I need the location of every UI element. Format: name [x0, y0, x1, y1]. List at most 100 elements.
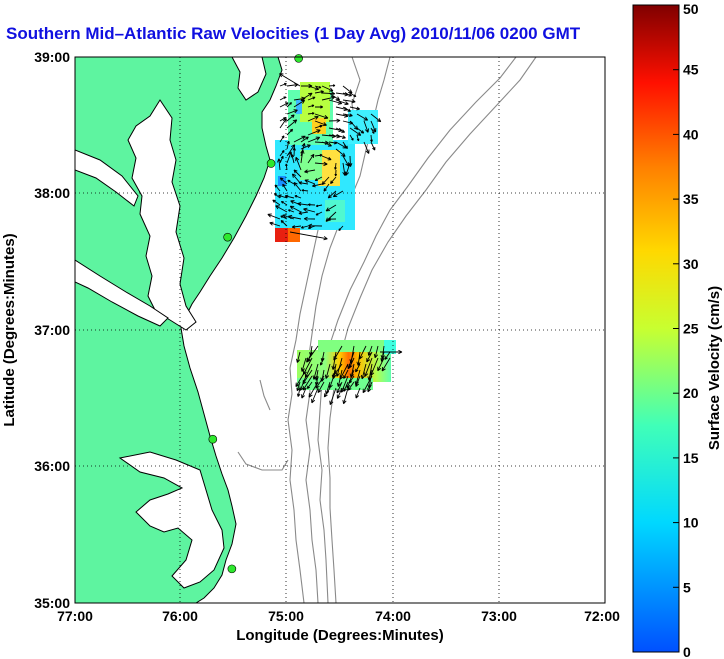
- velocity-arrow: [344, 162, 351, 176]
- velocity-arrow: [306, 381, 313, 389]
- velocity-arrow: [346, 369, 355, 389]
- delaware-bay: [231, 57, 267, 101]
- velocity-arrow: [287, 209, 295, 213]
- velocity-arrow: [300, 136, 309, 143]
- velocity-arrow: [286, 119, 298, 129]
- colorbar-tick-label: 35: [683, 191, 699, 207]
- velocity-arrow: [312, 183, 323, 188]
- velocity-arrow: [381, 357, 391, 372]
- velocity-arrow: [289, 205, 302, 213]
- velocity-arrow: [286, 102, 292, 108]
- velocity-arrow: [308, 223, 323, 228]
- velocity-arrow: [335, 99, 349, 106]
- velocity-arrow: [339, 363, 349, 380]
- velocity-vectors: [267, 73, 403, 405]
- velocity-arrow: [307, 104, 315, 108]
- velocity-arrow: [363, 120, 369, 133]
- velocity-arrow: [380, 349, 403, 355]
- velocity-arrow: [277, 158, 282, 171]
- velocity-arrow: [314, 105, 324, 109]
- colorbar-tick-label: 40: [683, 126, 699, 142]
- velocity-arrow: [296, 381, 301, 392]
- velocity-arrow: [367, 381, 373, 393]
- velocity-arrow: [343, 381, 349, 392]
- colorbar-tick-label: 15: [683, 450, 699, 466]
- velocity-arrow: [327, 190, 337, 199]
- potomac-river: [75, 149, 139, 207]
- velocity-arrow: [328, 92, 341, 101]
- velocity-arrow: [370, 357, 379, 376]
- velocity-arrow: [287, 179, 295, 185]
- velocity-arrow: [300, 142, 306, 157]
- velocity-arrow: [295, 156, 302, 171]
- velocity-arrow: [328, 369, 337, 389]
- velocity-arrow: [274, 184, 281, 192]
- velocity-arrow: [289, 231, 328, 241]
- velocity-arrow: [343, 369, 349, 379]
- velocity-arrow: [293, 182, 302, 192]
- velocity-arrow: [325, 204, 337, 212]
- velocity-arrow: [342, 92, 352, 97]
- velocity-arrow: [293, 135, 306, 143]
- velocity-arrow: [370, 134, 373, 143]
- velocity-arrow: [275, 205, 288, 213]
- velocity-arrow: [279, 82, 287, 87]
- velocity-arrow: [336, 381, 343, 394]
- velocity-arrow: [307, 153, 315, 164]
- velocity-arrow: [370, 127, 375, 134]
- velocity-arrow: [306, 345, 319, 363]
- colorbar-tick-label: 30: [683, 256, 699, 272]
- velocity-arrow: [330, 176, 337, 184]
- velocity-arrow: [355, 363, 361, 373]
- velocity-arrow: [332, 190, 344, 198]
- velocity-arrow: [342, 85, 353, 94]
- y-tick-label: 38:00: [34, 185, 70, 201]
- velocity-arrow: [356, 113, 369, 121]
- colorbar-tick-label: 0: [683, 644, 691, 659]
- colorbar: [632, 4, 680, 653]
- velocity-arrow: [367, 345, 373, 356]
- colorbar-tick-label: 25: [683, 321, 699, 337]
- velocity-arrow: [349, 92, 357, 98]
- velocity-arrow: [359, 345, 367, 360]
- velocity-arrow: [333, 345, 343, 361]
- velocity-arrow: [280, 215, 288, 220]
- velocity-arrow: [302, 357, 313, 375]
- velocity-arrow: [325, 211, 337, 222]
- radar-station-marker: [266, 159, 276, 168]
- velocity-arrow: [321, 85, 334, 92]
- velocity-arrow: [355, 387, 361, 399]
- velocity-arrow: [292, 147, 296, 157]
- velocity-arrow: [355, 375, 361, 387]
- velocity-arrow: [331, 351, 337, 370]
- colorbar-tick-label: 20: [683, 385, 699, 401]
- velocity-arrow: [342, 113, 353, 118]
- velocity-arrow: [342, 106, 351, 112]
- velocity-arrow: [335, 127, 346, 133]
- velocity-arrow: [300, 92, 313, 101]
- velocity-arrow: [273, 193, 281, 199]
- x-tick-label: 73:00: [481, 608, 517, 624]
- velocity-arrow: [286, 140, 290, 150]
- velocity-arrow: [319, 357, 325, 366]
- velocity-arrow: [307, 96, 316, 101]
- velocity-arrow: [314, 85, 322, 89]
- colorbar-tick-label: 45: [683, 62, 699, 78]
- colorbar-ticks: 0 5 10 15 20 25 30 35 40 45 50: [673, 1, 699, 659]
- velocity-arrow: [321, 141, 332, 147]
- velocity-arrow: [370, 141, 376, 151]
- velocity-arrow: [323, 183, 330, 192]
- x-tick-label: 77:00: [57, 608, 93, 624]
- velocity-arrow: [321, 176, 330, 186]
- velocity-arrow: [332, 363, 343, 378]
- velocity-arrow: [314, 113, 329, 120]
- velocity-arrow: [279, 135, 285, 143]
- velocity-arrow: [373, 345, 379, 359]
- velocity-arrow: [282, 214, 295, 220]
- velocity-arrow: [307, 112, 315, 115]
- velocity-arrow: [279, 177, 288, 185]
- velocity-arrow: [294, 195, 302, 199]
- velocity-arrow: [307, 115, 319, 122]
- velocity-arrow: [300, 144, 311, 150]
- x-tick-label: 72:00: [584, 608, 620, 624]
